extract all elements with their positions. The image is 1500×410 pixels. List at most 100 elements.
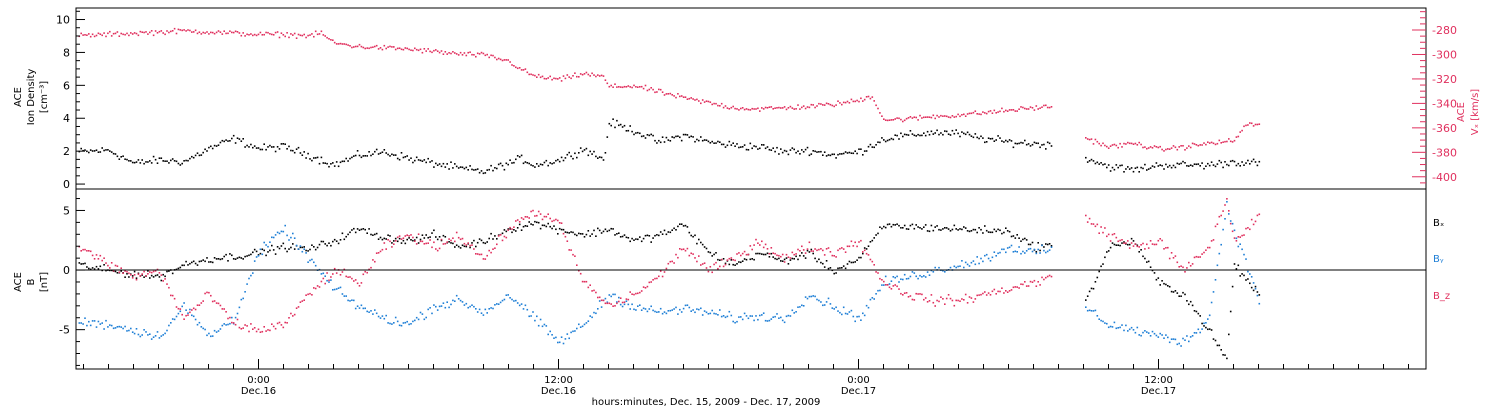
Bz-point	[1107, 233, 1110, 236]
legend-bz: B_z	[1433, 291, 1450, 302]
vx-point	[923, 116, 925, 119]
Bz-point	[968, 296, 971, 298]
Bx-point	[598, 229, 601, 232]
density-point	[1218, 159, 1221, 162]
density-point	[303, 151, 305, 153]
Bx-point	[166, 270, 168, 273]
Bz-point	[1241, 234, 1243, 237]
By-point	[427, 308, 429, 311]
By-point	[892, 276, 895, 278]
Bz-point	[751, 248, 753, 251]
vx-point	[267, 31, 269, 34]
vx-point	[452, 51, 454, 53]
By-point	[461, 301, 464, 303]
Bz-point	[524, 216, 527, 218]
Bx-point	[1170, 290, 1173, 293]
vx-point	[1121, 146, 1123, 148]
vx-point	[280, 32, 283, 34]
By-point	[1149, 335, 1152, 337]
density-point	[1174, 166, 1177, 169]
Bz-point	[541, 218, 544, 221]
Bz-point	[293, 313, 296, 316]
Bx-point	[156, 274, 159, 276]
vx-point	[614, 83, 616, 85]
vx-point	[1025, 108, 1028, 110]
vx-point	[171, 30, 174, 32]
density-point	[684, 133, 687, 136]
density-point	[240, 140, 243, 142]
Bz-point	[909, 295, 912, 297]
Bz-point	[572, 253, 574, 256]
Bz-point	[324, 282, 326, 285]
Bz-point	[454, 240, 456, 243]
density-point	[101, 147, 103, 149]
Bx-point	[684, 224, 687, 227]
density-point	[1134, 167, 1137, 169]
vx-point	[511, 64, 513, 66]
vx-point	[244, 35, 246, 37]
vx-point	[1165, 148, 1167, 151]
density-point	[726, 144, 729, 147]
Bz-point	[823, 254, 826, 256]
Bz-point	[627, 298, 630, 301]
Bx-point	[619, 236, 622, 238]
Bz-point	[625, 298, 628, 300]
density-point	[558, 160, 561, 163]
Bx-point	[614, 234, 616, 236]
Bz-point	[974, 298, 977, 300]
By-point	[1161, 334, 1163, 336]
density-point	[141, 159, 143, 161]
Bz-point	[120, 267, 122, 269]
Bz-point	[480, 253, 483, 256]
density-point	[1022, 142, 1024, 144]
Bx-point	[1188, 303, 1190, 306]
vx-point	[1233, 139, 1236, 142]
Bz-point	[856, 245, 858, 248]
By-point	[252, 272, 254, 274]
vx-point	[229, 30, 231, 32]
Bx-point	[135, 277, 138, 279]
density-point	[280, 143, 283, 145]
density-point	[86, 150, 88, 153]
Bx-point	[888, 223, 891, 225]
density-point	[896, 134, 898, 137]
Bz-point	[810, 250, 813, 252]
By-point	[844, 312, 847, 315]
density-point	[1008, 139, 1011, 141]
density-point	[993, 140, 996, 142]
Bx-point	[320, 240, 323, 243]
Bz-point	[156, 268, 159, 271]
By-point	[347, 299, 349, 302]
density-point	[272, 146, 275, 148]
Bz-point	[881, 279, 883, 281]
density-point	[454, 163, 456, 165]
vx-point	[905, 117, 908, 120]
Bx-point	[490, 232, 492, 235]
Bz-point	[867, 254, 870, 256]
Bx-point	[486, 241, 488, 243]
By-point	[280, 230, 283, 233]
Bz-point	[1182, 266, 1184, 269]
By-point	[795, 311, 797, 313]
vx-point	[534, 74, 536, 77]
Bz-point	[162, 280, 164, 282]
density-point	[587, 154, 590, 157]
vx-point	[89, 35, 92, 38]
Bx-point	[1239, 275, 1241, 277]
Bx-point	[881, 227, 883, 230]
density-point	[921, 134, 923, 137]
vx-point	[490, 54, 492, 57]
Bz-point	[1128, 247, 1131, 249]
Bz-point	[728, 257, 731, 260]
density-point	[368, 151, 370, 153]
Bx-point	[86, 266, 88, 268]
By-point	[1151, 330, 1154, 333]
Bx-point	[583, 236, 586, 238]
Bx-point	[1123, 241, 1125, 243]
vx-point	[1048, 106, 1051, 109]
By-point	[236, 312, 239, 315]
vx-point	[232, 31, 235, 34]
density-point	[1031, 143, 1034, 146]
vx-point	[496, 58, 498, 61]
By-point	[997, 252, 999, 255]
